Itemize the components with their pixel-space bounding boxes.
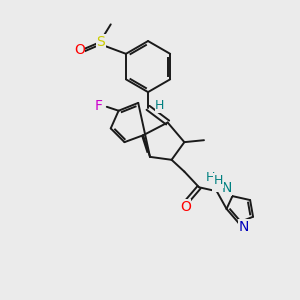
Text: H: H: [206, 171, 215, 184]
Text: O: O: [74, 43, 85, 57]
Text: H: H: [214, 174, 224, 187]
Text: S: S: [97, 35, 105, 49]
Text: H: H: [155, 99, 164, 112]
Text: N: N: [212, 177, 223, 191]
Text: O: O: [180, 200, 191, 214]
Text: N: N: [221, 181, 232, 195]
Text: N: N: [239, 220, 249, 234]
Text: F: F: [95, 99, 103, 113]
